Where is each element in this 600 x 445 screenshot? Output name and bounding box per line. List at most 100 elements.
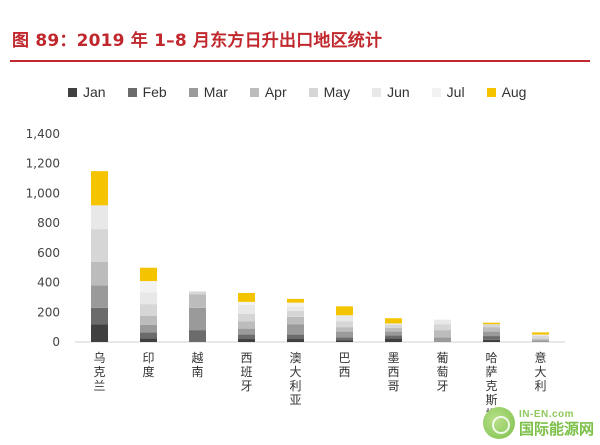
y-tick-label: 600	[37, 246, 60, 260]
bar-segment-apr	[434, 330, 451, 338]
bar-segment-apr	[532, 339, 549, 341]
x-tick-label: 墨西哥	[387, 351, 399, 393]
legend-item-jun: Jun	[372, 84, 410, 100]
bar-segment-feb	[140, 332, 157, 339]
bar-segment-aug	[532, 332, 549, 335]
bar-segment-jan	[140, 338, 157, 342]
bar-segment-jun	[91, 205, 108, 230]
bar-segment-may	[91, 229, 108, 262]
bar-segment-feb	[287, 334, 304, 340]
legend-label: Aug	[501, 84, 527, 100]
bars	[91, 171, 549, 342]
legend-item-feb: Feb	[127, 84, 167, 100]
bar-segment-aug	[385, 318, 402, 324]
legend-swatch	[188, 87, 198, 97]
bar-segment-feb	[238, 334, 255, 340]
bar-segment-feb	[336, 337, 353, 341]
bar-segment-mar	[189, 307, 206, 331]
bar-segment-mar	[483, 331, 500, 337]
bar-segment-jul	[238, 301, 255, 305]
y-tick-label: 800	[37, 216, 60, 230]
x-tick-label: 印度	[142, 351, 154, 379]
bar-segment-aug	[238, 292, 255, 302]
legend-label: Jun	[387, 84, 410, 100]
bar-segment-mar	[385, 331, 402, 336]
legend-swatch	[372, 87, 382, 97]
legend-label: Jan	[83, 84, 106, 100]
bar-segment-apr	[189, 294, 206, 308]
bar-segment-apr	[140, 316, 157, 325]
bar-segment-may	[532, 336, 549, 340]
bar-segment-jun	[336, 315, 353, 322]
x-tick-label: 西班牙	[240, 351, 252, 393]
legend-swatch	[308, 87, 318, 97]
y-tick-label: 1,200	[26, 157, 60, 171]
legend-swatch	[249, 87, 259, 97]
bar-segment-apr	[483, 327, 500, 332]
bar-segment-jan	[385, 338, 402, 342]
chart-legend: Jan Feb Mar Apr May Jun Jul Aug	[68, 82, 548, 102]
bar-segment-jan	[91, 324, 108, 342]
legend-swatch	[127, 87, 137, 97]
legend-item-apr: Apr	[249, 84, 287, 100]
y-tick-label: 1,000	[26, 186, 60, 200]
bar-segment-jun	[140, 292, 157, 305]
legend-item-jul: Jul	[431, 84, 465, 100]
legend-item-aug: Aug	[486, 84, 527, 100]
bar-segment-may	[434, 324, 451, 331]
legend-label: Jul	[446, 84, 465, 100]
bar-segment-feb	[483, 336, 500, 340]
bar-segment-jan	[483, 339, 500, 342]
bar-segment-feb	[91, 307, 108, 325]
bar-segment-jun	[385, 323, 402, 325]
legend-swatch	[68, 87, 77, 97]
legend-swatch	[486, 87, 496, 97]
x-axis: 乌克兰印度越南西班牙澳大利亚巴西墨西哥葡萄牙哈萨克斯坦意大利	[93, 350, 546, 421]
figure-title: 图 89：2019 年 1–8 月东方日升出口地区统计	[12, 31, 383, 51]
bar-segment-mar	[140, 324, 157, 333]
bar-segment-may	[336, 321, 353, 328]
bar-segment-mar	[532, 340, 549, 342]
x-tick-label: 澳大利亚	[289, 351, 301, 407]
legend-item-mar: Mar	[188, 84, 228, 100]
bar-segment-may	[140, 304, 157, 316]
legend-label: Apr	[264, 84, 287, 100]
bar-segment-mar	[91, 285, 108, 308]
bar-segment-jan	[287, 339, 304, 342]
watermark: IN-EN.com 国际能源网	[482, 407, 594, 439]
globe-logo-icon	[482, 407, 515, 439]
legend-label: Mar	[203, 84, 228, 100]
watermark-domain: IN-EN.com	[518, 408, 575, 420]
x-tick-label: 意大利	[534, 350, 546, 393]
bar-segment-jun	[434, 319, 451, 325]
bar-segment-may	[385, 324, 402, 328]
watermark-name: 国际能源网	[518, 419, 594, 438]
bar-segment-jun	[287, 306, 304, 311]
x-tick-label: 越南	[191, 351, 203, 379]
legend-label: May	[323, 84, 351, 100]
bar-segment-jan	[238, 339, 255, 342]
y-tick-label: 400	[37, 276, 60, 290]
bar-segment-feb	[189, 330, 206, 342]
bar-segment-jun	[238, 304, 255, 314]
bar-segment-apr	[238, 321, 255, 329]
bar-segment-apr	[385, 327, 402, 332]
bar-segment-jun	[532, 334, 549, 337]
y-tick-label: 200	[37, 305, 60, 319]
x-tick-label: 巴西	[338, 351, 350, 379]
bar-segment-aug	[91, 171, 108, 206]
bar-segment-mar	[336, 331, 353, 338]
bar-segment-feb	[385, 335, 402, 339]
x-tick-label: 乌克兰	[93, 350, 105, 393]
bar-segment-mar	[238, 328, 255, 335]
bar-segment-may	[483, 324, 500, 328]
bar-segment-jul	[287, 302, 304, 307]
bar-segment-aug	[140, 267, 157, 282]
legend-label: Feb	[142, 84, 167, 100]
bar-segment-apr	[336, 327, 353, 332]
title-divider	[10, 60, 590, 62]
bar-segment-may	[287, 310, 304, 317]
bar-segment-may	[238, 313, 255, 322]
x-tick-label: 葡萄牙	[436, 351, 448, 393]
